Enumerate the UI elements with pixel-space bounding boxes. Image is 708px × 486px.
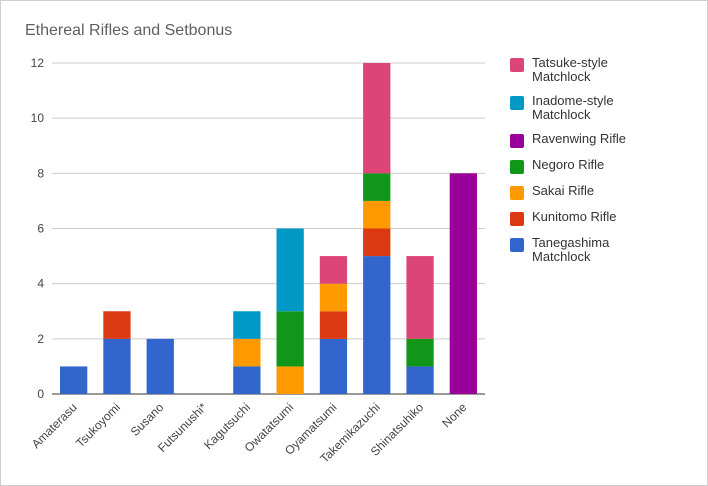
bar-segment [406, 338, 434, 367]
legend-label: Sakai Rifle [532, 183, 595, 198]
bar-segment [146, 338, 174, 394]
legend-swatch [510, 160, 524, 174]
bar-segment [319, 338, 348, 394]
legend-item: Sakai Rifle [510, 184, 700, 200]
bar-segment [406, 256, 434, 339]
x-tick-label: Tsukoyomi [73, 400, 123, 450]
y-tick-label: 0 [37, 387, 44, 401]
bar-segment [319, 256, 348, 284]
y-tick-label: 2 [37, 332, 44, 346]
chart-legend: Tatsuke-style Matchlock Inadome-style Mat… [510, 56, 700, 274]
bar-segment [60, 366, 88, 394]
legend-label: Tanegashima Matchlock [532, 235, 610, 264]
legend-item: Ravenwing Rifle [510, 132, 700, 148]
chart-title: Ethereal Rifles and Setbonus [25, 22, 233, 39]
bar-segment [363, 173, 391, 201]
bar-segment [233, 366, 261, 394]
legend-swatch [510, 238, 524, 252]
bar-segment [233, 311, 261, 339]
legend-item: Negoro Rifle [510, 158, 700, 174]
legend-label: Negoro Rifle [532, 157, 605, 172]
bar-segment [363, 63, 391, 174]
legend-item: Tanegashima Matchlock [510, 236, 700, 264]
legend-swatch [510, 186, 524, 200]
bar-segment [406, 366, 434, 394]
legend-item: Tatsuke-style Matchlock [510, 56, 700, 84]
bar-segment [319, 283, 348, 312]
x-tick-label: Susano [128, 400, 167, 439]
y-tick-label: 8 [37, 166, 44, 180]
legend-swatch [510, 58, 524, 72]
y-tick-label: 6 [37, 222, 44, 236]
bar-segment [319, 311, 348, 339]
y-tick-label: 4 [37, 277, 44, 291]
bar-segment [103, 338, 131, 394]
bar-segment [276, 311, 304, 367]
bar-segment [276, 366, 304, 394]
bar-segment [363, 256, 391, 394]
y-tick-label: 12 [31, 56, 45, 70]
bar-segment [363, 200, 391, 229]
bar-segment [363, 228, 391, 257]
legend-label: Kunitomo Rifle [532, 209, 617, 224]
bar-segment [449, 173, 477, 394]
legend-label: Ravenwing Rifle [532, 131, 626, 146]
legend-swatch [510, 96, 524, 110]
legend-item: Kunitomo Rifle [510, 210, 700, 226]
bar-segment [103, 311, 131, 339]
legend-swatch [510, 134, 524, 148]
bar-segment [233, 338, 261, 367]
y-tick-label: 10 [31, 111, 45, 125]
legend-label: Inadome-style Matchlock [532, 93, 614, 122]
bar-segment [276, 228, 304, 312]
x-tick-label: Amaterasu [29, 400, 80, 451]
x-tick-label: None [439, 400, 469, 430]
legend-item: Inadome-style Matchlock [510, 94, 700, 122]
legend-label: Tatsuke-style Matchlock [532, 55, 608, 84]
legend-swatch [510, 212, 524, 226]
